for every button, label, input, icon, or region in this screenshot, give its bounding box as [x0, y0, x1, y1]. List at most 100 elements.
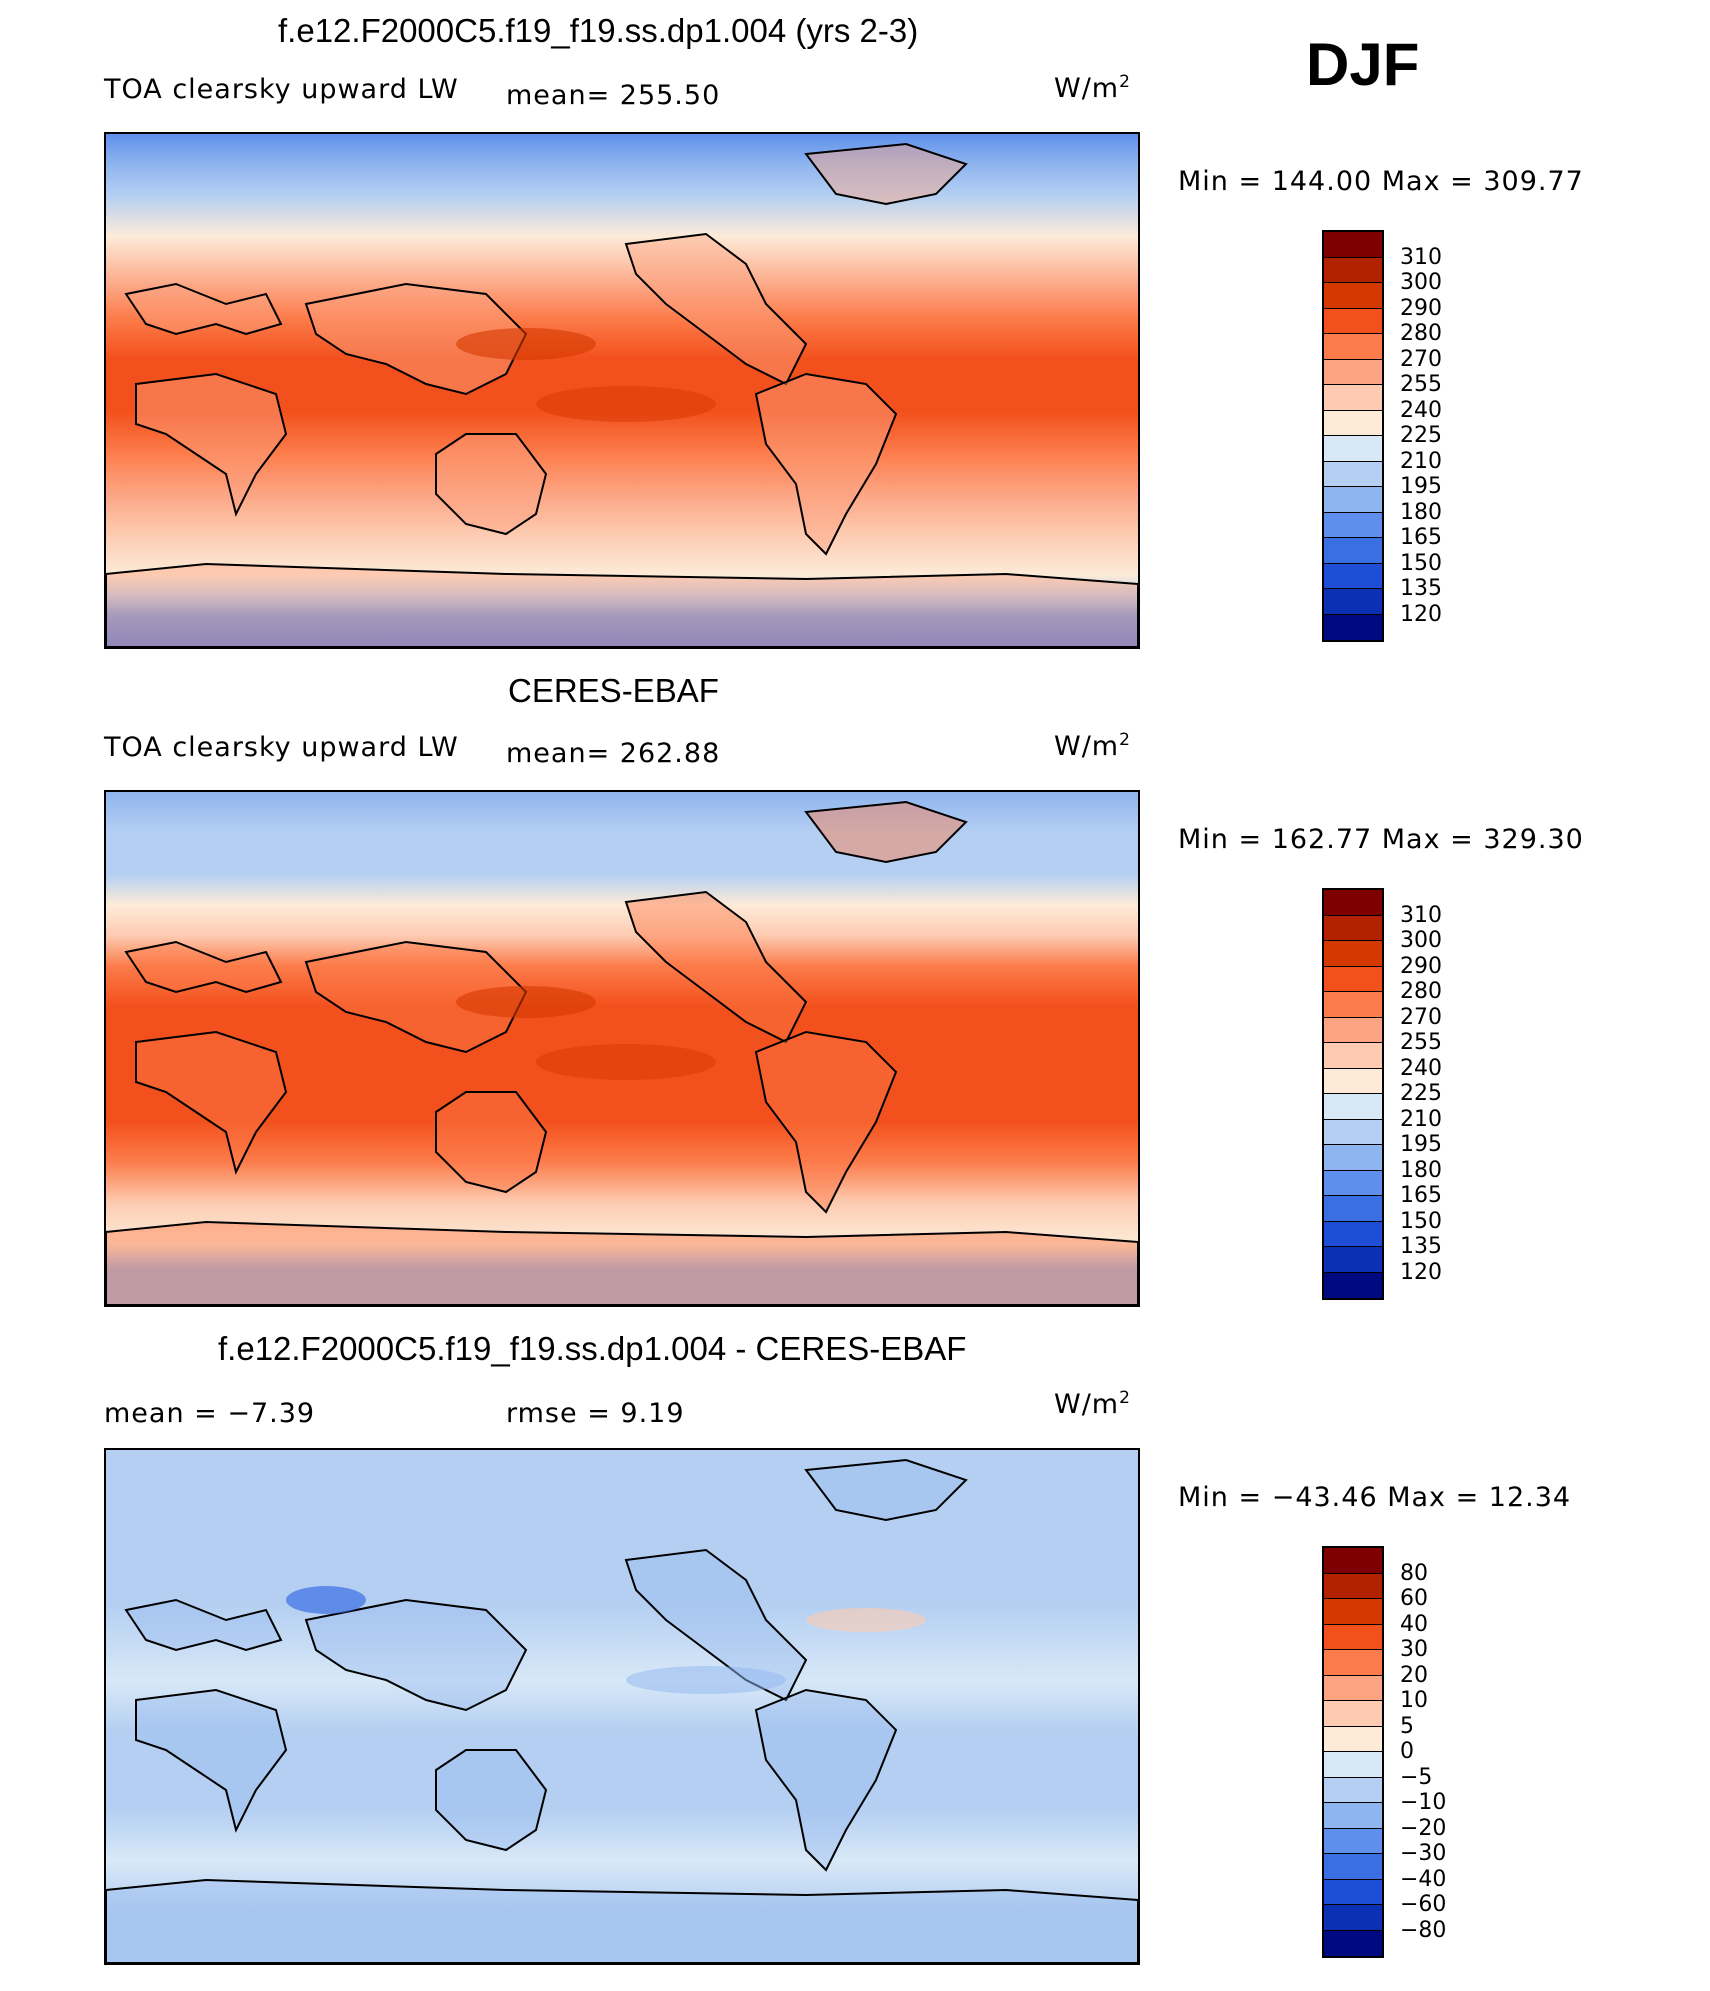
colorbar — [1322, 1546, 1384, 1958]
colorbar-tick-label: 310 — [1400, 902, 1442, 928]
colorbar-swatch — [1324, 941, 1382, 967]
colorbar-swatch — [1324, 966, 1382, 992]
colorbar-swatch — [1324, 1043, 1382, 1069]
colorbar-tick-label: 240 — [1400, 1055, 1442, 1081]
continent-outline — [304, 1598, 528, 1712]
colorbar-swatch — [1324, 1548, 1382, 1574]
colorbar-tick-label: 60 — [1400, 1586, 1428, 1611]
contour-patch — [456, 986, 596, 1018]
colorbar-swatch — [1324, 1017, 1382, 1043]
colorbar-tick-label: −60 — [1400, 1892, 1447, 1917]
continent-outline — [135, 372, 288, 517]
colorbar-tick-label: 150 — [1400, 550, 1442, 576]
panel-3-title: f.e12.F2000C5.f19_f19.ss.dp1.004 - CERES… — [218, 1330, 967, 1367]
panel-3-mean-label: mean = −7.39 — [104, 1398, 316, 1429]
colorbar-swatch — [1324, 1701, 1382, 1727]
panel-3-map — [104, 1448, 1140, 1965]
panel-1-variable-label: TOA clearsky upward LW — [104, 74, 459, 105]
colorbar-swatch — [1324, 257, 1382, 283]
colorbar-tick-label: 290 — [1400, 295, 1442, 321]
continent-outline — [804, 800, 968, 864]
continent-outline — [135, 1030, 288, 1175]
colorbar-swatch — [1324, 1879, 1382, 1905]
contour-patch — [626, 1666, 786, 1694]
colorbar-swatch — [1324, 1726, 1382, 1752]
colorbar-tick-label: 120 — [1400, 601, 1442, 627]
continent-outline — [754, 1688, 898, 1872]
continent-outline — [435, 1749, 548, 1852]
colorbar-tick-label: 80 — [1400, 1560, 1428, 1586]
colorbar-swatch — [1324, 308, 1382, 334]
colorbar-swatch — [1324, 1828, 1382, 1854]
panel-2-map — [104, 790, 1140, 1307]
continent-outline — [435, 1091, 548, 1194]
colorbar-tick-label: 20 — [1400, 1662, 1428, 1688]
colorbar-tick-label: 135 — [1400, 576, 1442, 601]
colorbar-swatch — [1324, 1803, 1382, 1829]
continent-outline — [304, 940, 528, 1054]
colorbar — [1322, 888, 1384, 1300]
colorbar-swatch — [1324, 589, 1382, 615]
colorbar-swatch — [1324, 890, 1382, 916]
colorbar-tick-label: 290 — [1400, 953, 1442, 979]
colorbar-swatch — [1324, 1272, 1382, 1298]
continent-outline — [804, 1458, 968, 1522]
colorbar-swatch — [1324, 436, 1382, 462]
panel-3-map-field — [106, 1450, 1138, 1963]
panel-1-title: f.e12.F2000C5.f19_f19.ss.dp1.004 (yrs 2-… — [278, 12, 919, 49]
continent-outline — [124, 282, 283, 336]
panel-2-minmax: Min = 162.77 Max = 329.30 — [1178, 824, 1584, 855]
colorbar-tick-label: −20 — [1400, 1815, 1447, 1841]
continent-outline — [124, 940, 283, 994]
colorbar-tick-label: 255 — [1400, 372, 1442, 397]
colorbar-swatch — [1324, 1119, 1382, 1145]
colorbar-swatch — [1324, 461, 1382, 487]
colorbar-swatch — [1324, 1854, 1382, 1880]
colorbar-swatch — [1324, 1624, 1382, 1650]
colorbar-tick-label: −80 — [1400, 1917, 1447, 1943]
colorbar-swatch — [1324, 359, 1382, 385]
colorbar-tick-label: 165 — [1400, 525, 1442, 550]
season-label: DJF — [1306, 31, 1420, 98]
colorbar-tick-label: 40 — [1400, 1611, 1428, 1637]
colorbar-swatch — [1324, 992, 1382, 1018]
colorbar-tick-label: −40 — [1400, 1866, 1447, 1892]
colorbar-tick-label: 310 — [1400, 244, 1442, 270]
colorbar-swatch — [1324, 232, 1382, 258]
colorbar-tick-label: 195 — [1400, 1132, 1442, 1157]
colorbar-tick-label: 280 — [1400, 979, 1442, 1004]
colorbar-tick-label: 120 — [1400, 1259, 1442, 1285]
colorbar-swatch — [1324, 1599, 1382, 1625]
colorbar-tick-label: 210 — [1400, 1106, 1442, 1132]
contour-patch — [286, 1586, 366, 1614]
colorbar-tick-label: 0 — [1400, 1739, 1414, 1764]
colorbar-swatch — [1324, 512, 1382, 538]
contour-patch — [456, 328, 596, 360]
colorbar-swatch — [1324, 1221, 1382, 1247]
panel-3-rmse-label: rmse = 9.19 — [506, 1398, 685, 1429]
panel-3-minmax: Min = −43.46 Max = 12.34 — [1178, 1482, 1572, 1513]
colorbar-swatch — [1324, 385, 1382, 411]
continent-outline — [624, 232, 808, 386]
colorbar-swatch — [1324, 283, 1382, 309]
panel-3-units: W/m2 — [1054, 1388, 1131, 1420]
colorbar-tick-label: −5 — [1400, 1764, 1433, 1790]
continent-outline — [106, 1220, 1138, 1305]
colorbar-swatch — [1324, 915, 1382, 941]
continent-outline — [435, 433, 548, 536]
continent-outline — [106, 1878, 1138, 1963]
colorbar-tick-label: 30 — [1400, 1637, 1428, 1662]
panel-1-map — [104, 132, 1140, 649]
colorbar-swatch — [1324, 1675, 1382, 1701]
colorbar-tick-label: 195 — [1400, 474, 1442, 499]
colorbar-tick-label: 270 — [1400, 1004, 1442, 1030]
continent-outline — [304, 282, 528, 396]
colorbar-swatch — [1324, 1068, 1382, 1094]
panel-1-mean-label: mean= 255.50 — [506, 80, 721, 111]
colorbar-tick-label: 210 — [1400, 448, 1442, 474]
colorbar-swatch — [1324, 614, 1382, 640]
contour-patch — [806, 1608, 926, 1632]
colorbar-swatch — [1324, 1650, 1382, 1676]
colorbar-tick-label: 225 — [1400, 423, 1442, 448]
colorbar-swatch — [1324, 1196, 1382, 1222]
